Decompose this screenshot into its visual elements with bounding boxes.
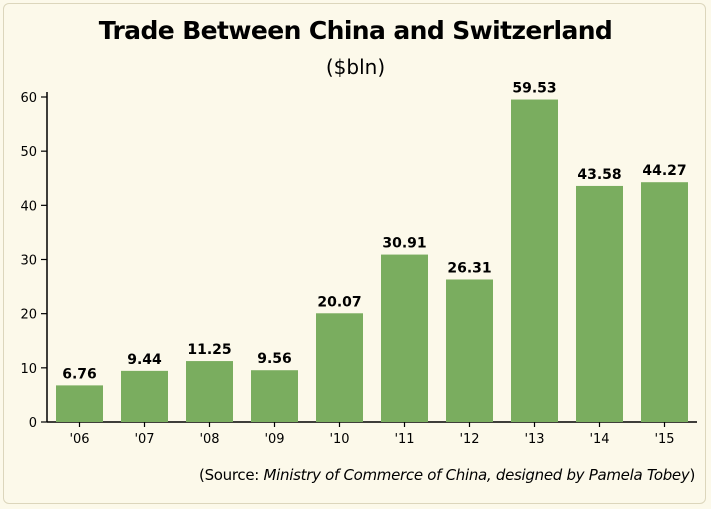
bar bbox=[186, 361, 233, 422]
y-tick-label: 60 bbox=[20, 91, 37, 106]
source-prefix: (Source: bbox=[199, 466, 264, 484]
chart-frame bbox=[3, 3, 706, 504]
y-tick-label: 50 bbox=[20, 145, 37, 160]
x-tick-label: '06 bbox=[69, 432, 89, 447]
y-tick-label: 40 bbox=[20, 199, 37, 214]
source-suffix: ) bbox=[689, 466, 695, 484]
bar-value-label: 26.31 bbox=[447, 260, 491, 276]
bar-value-label: 59.53 bbox=[512, 81, 556, 97]
source-body: Ministry of Commerce of China, designed … bbox=[263, 466, 690, 484]
bar bbox=[56, 385, 103, 422]
chart-title: Trade Between China and Switzerland bbox=[98, 16, 613, 45]
bar bbox=[121, 370, 168, 422]
x-tick-label: '14 bbox=[589, 432, 609, 447]
bar-value-label: 9.44 bbox=[127, 352, 162, 368]
bar bbox=[576, 185, 623, 422]
bar bbox=[316, 313, 363, 422]
x-tick-label: '07 bbox=[134, 432, 154, 447]
bar bbox=[381, 254, 428, 422]
x-tick-label: '13 bbox=[524, 432, 544, 447]
bar bbox=[641, 182, 688, 422]
bar bbox=[511, 99, 558, 422]
x-tick-label: '11 bbox=[394, 432, 414, 447]
x-tick-label: '09 bbox=[264, 432, 284, 447]
y-tick-label: 10 bbox=[20, 362, 37, 377]
bar-value-label: 20.07 bbox=[317, 294, 361, 310]
y-tick-label: 20 bbox=[20, 308, 37, 323]
x-tick-label: '15 bbox=[654, 432, 674, 447]
x-tick-label: '10 bbox=[329, 432, 349, 447]
x-tick-label: '08 bbox=[199, 432, 219, 447]
bar-value-label: 43.58 bbox=[577, 167, 621, 183]
chart-subtitle: ($bln) bbox=[325, 55, 386, 79]
bar bbox=[446, 279, 493, 422]
bar-value-label: 30.91 bbox=[382, 236, 426, 252]
bar-value-label: 6.76 bbox=[62, 366, 97, 382]
bar bbox=[251, 370, 298, 422]
y-tick-label: 0 bbox=[29, 416, 37, 431]
bar-value-label: 44.27 bbox=[642, 163, 686, 179]
x-tick-label: '12 bbox=[459, 432, 479, 447]
bar-value-label: 9.56 bbox=[257, 351, 292, 367]
bar-value-label: 11.25 bbox=[187, 342, 231, 358]
y-tick-label: 30 bbox=[20, 254, 37, 269]
source-note: (Source: Ministry of Commerce of China, … bbox=[199, 466, 695, 484]
